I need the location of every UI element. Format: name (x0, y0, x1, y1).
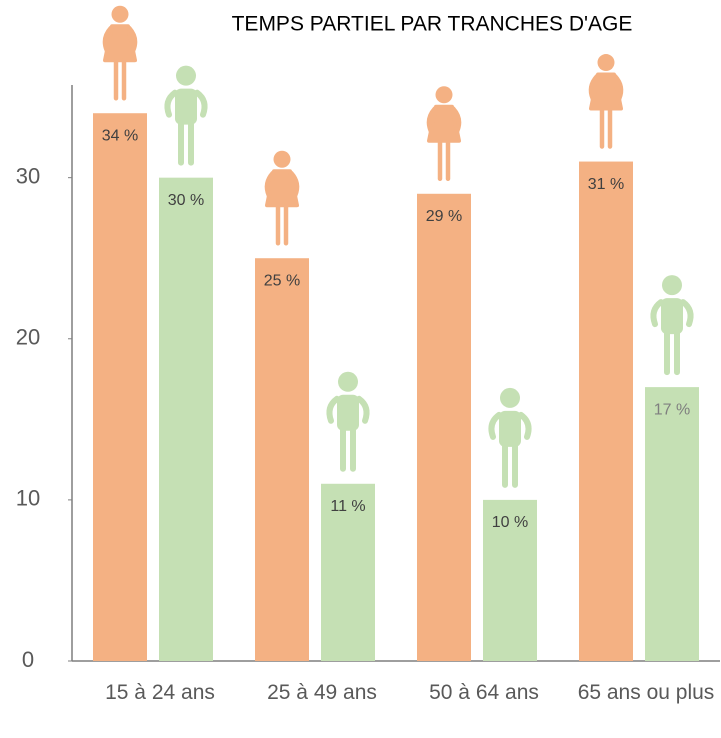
icon-legs (113, 57, 127, 101)
icon-legs (599, 106, 613, 149)
icon-arms (588, 74, 624, 102)
icon-head (597, 54, 615, 72)
bar (417, 193, 471, 661)
x-tick-label: 65 ans ou plus (577, 681, 715, 704)
bar (321, 483, 375, 661)
bar (255, 258, 309, 661)
chart-title: TEMPS PARTIEL PAR TRANCHES D'AGE (232, 13, 633, 36)
value-label: 30 % (168, 192, 204, 209)
y-tick-label: 0 (22, 647, 34, 672)
value-label: 11 % (330, 498, 365, 515)
value-label: 34 % (102, 127, 138, 144)
bar (93, 113, 147, 661)
y-tick-label: 30 (16, 163, 40, 188)
man-icon (650, 275, 694, 376)
icon-arms (488, 411, 532, 440)
x-tick-label: 50 à 64 ans (429, 681, 539, 704)
icon-legs (178, 119, 194, 166)
icon-head (273, 150, 291, 168)
woman-icon (102, 5, 138, 101)
icon-arms (264, 170, 300, 198)
value-label: 25 % (264, 272, 300, 289)
icon-head (338, 371, 358, 392)
icon-legs (340, 425, 356, 472)
icon-head (500, 387, 520, 408)
woman-icon (426, 86, 462, 182)
y-tick-label: 10 (16, 486, 40, 511)
y-tick-label: 20 (16, 325, 40, 350)
bar (159, 177, 213, 661)
x-tick-label: 25 à 49 ans (267, 681, 377, 704)
icon-legs (437, 138, 451, 182)
icon-body (499, 410, 521, 447)
icon-body (337, 394, 359, 431)
icon-legs (502, 441, 518, 488)
bar (579, 161, 633, 662)
icon-head (662, 275, 682, 296)
icon-body (661, 298, 683, 335)
icon-arms (102, 25, 138, 53)
woman-icon (264, 150, 300, 246)
value-label: 31 % (588, 176, 624, 193)
man-icon (164, 65, 208, 166)
icon-arms (426, 106, 462, 134)
icon-head (176, 65, 196, 86)
icon-head (435, 86, 453, 104)
man-icon (326, 371, 370, 472)
icon-legs (275, 202, 289, 246)
x-tick-label: 15 à 24 ans (105, 681, 215, 704)
icon-arms (326, 395, 370, 424)
value-label: 17 % (654, 401, 690, 418)
bar (645, 387, 699, 661)
icon-arms (650, 299, 694, 328)
icon-body (175, 88, 197, 125)
icon-head (111, 5, 129, 23)
value-label: 10 % (492, 514, 528, 531)
woman-icon (588, 54, 624, 149)
icon-arms (164, 89, 208, 118)
icon-legs (664, 329, 680, 376)
value-label: 29 % (426, 208, 462, 225)
man-icon (488, 387, 532, 488)
bar (483, 499, 537, 661)
